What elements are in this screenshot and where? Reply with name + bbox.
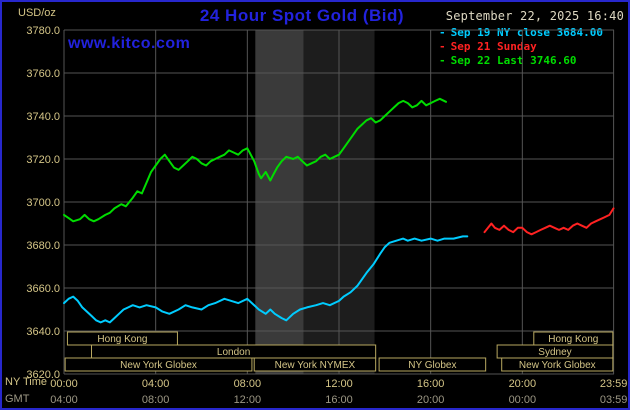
y-tick-label: 3720.0	[26, 154, 60, 166]
session-label: New York NYMEX	[275, 360, 356, 371]
legend-marker: -	[439, 54, 446, 67]
session-label: Hong Kong	[97, 334, 147, 345]
gmt-axis-label: GMT	[5, 393, 30, 405]
y-tick-label: 3640.0	[26, 326, 60, 338]
y-tick-label: 3780.0	[26, 25, 60, 37]
session-label: London	[217, 347, 250, 358]
chart-title: 24 Hour Spot Gold (Bid)	[199, 6, 405, 25]
kitco-link[interactable]: www.kitco.com	[68, 35, 191, 52]
y-tick-label: 3700.0	[26, 197, 60, 209]
series-line-sep-19-ny-close	[63, 235, 469, 324]
x-tick-gmt-label: 08:00	[142, 394, 170, 406]
session-label: Hong Kong	[548, 334, 598, 345]
ny-time-axis-label: NY Time	[5, 376, 47, 388]
y-tick-label: 3660.0	[26, 283, 60, 295]
session-box	[501, 357, 614, 372]
session-label: New York Globex	[519, 360, 596, 371]
legend-label: Sep 21 Sunday	[450, 40, 537, 53]
x-tick-ny-label: 20:00	[509, 378, 537, 390]
x-tick-ny-label: 23:59	[600, 378, 628, 390]
x-tick-ny-label: 16:00	[417, 378, 445, 390]
legend-label: Sep 22 Last 3746.60	[450, 54, 577, 67]
x-tick-ny-label: 00:00	[50, 378, 78, 390]
legend-item-sep19: - Sep 19 NY close 3684.00	[439, 26, 603, 40]
y-tick-label: 3680.0	[26, 240, 60, 252]
session-box	[378, 357, 487, 372]
x-tick-ny-label: 08:00	[234, 378, 262, 390]
legend-item-sep21: - Sep 21 Sunday	[439, 40, 603, 54]
legend-marker: -	[439, 26, 446, 39]
legend: - Sep 19 NY close 3684.00 - Sep 21 Sunda…	[439, 26, 603, 68]
legend-marker: -	[439, 40, 446, 53]
x-tick-ny-label: 04:00	[142, 378, 170, 390]
x-tick-gmt-label: 03:59	[600, 394, 628, 406]
x-tick-gmt-label: 04:00	[50, 394, 78, 406]
legend-item-sep22: - Sep 22 Last 3746.60	[439, 54, 603, 68]
chart-date: September 22, 2025 16:40	[445, 9, 624, 23]
legend-label: Sep 19 NY close 3684.00	[450, 26, 603, 39]
x-tick-gmt-label: 12:00	[234, 394, 262, 406]
x-tick-ny-label: 12:00	[325, 378, 353, 390]
session-label: NY Globex	[408, 360, 456, 371]
session-label: New York Globex	[120, 360, 197, 371]
x-tick-gmt-label: 00:00	[509, 394, 537, 406]
x-tick-gmt-label: 20:00	[417, 394, 445, 406]
y-tick-label: 3740.0	[26, 111, 60, 123]
series-line-sep-21-sunday	[483, 207, 615, 236]
x-tick-gmt-label: 16:00	[325, 394, 353, 406]
session-box	[253, 357, 377, 372]
session-box	[64, 357, 253, 372]
series-line-sep-22-last	[63, 97, 447, 223]
session-label: Sydney	[538, 347, 571, 358]
y-axis-unit-label: USD/oz	[18, 7, 56, 19]
y-tick-label: 3760.0	[26, 68, 60, 80]
y-tick-label: 3620.0	[26, 369, 60, 381]
